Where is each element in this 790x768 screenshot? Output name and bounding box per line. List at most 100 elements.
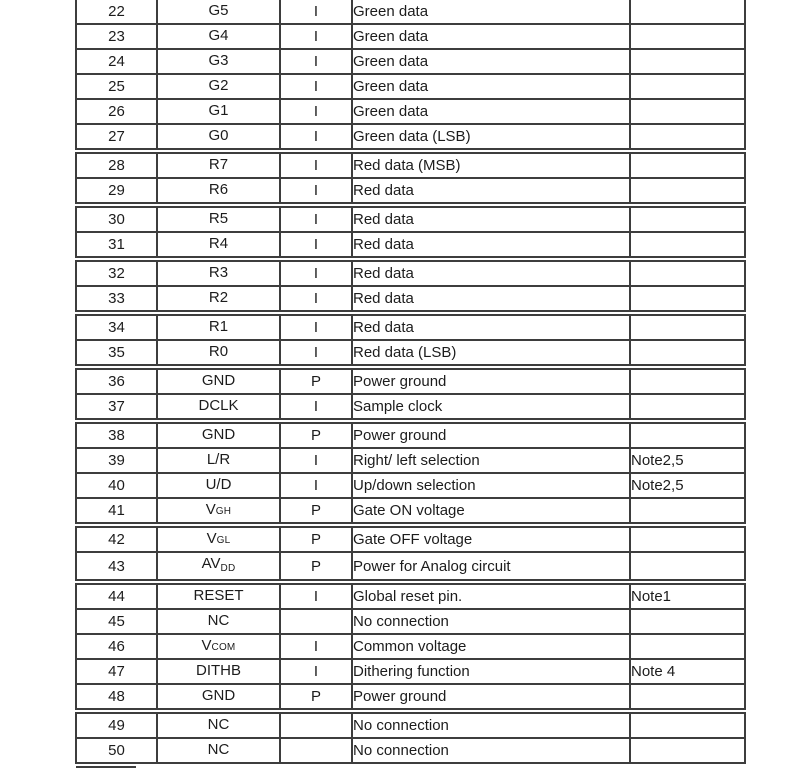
cell-pin-number: 24 bbox=[75, 48, 158, 75]
cell-description: Global reset pin. bbox=[351, 583, 631, 610]
symbol-main: GND bbox=[201, 687, 236, 704]
cell-note: Note2,5 bbox=[629, 447, 746, 474]
cell-io-type: P bbox=[279, 526, 353, 553]
cell-pin-number: 46 bbox=[75, 633, 158, 660]
table-section: 49 NC No connection 50 NC No connection bbox=[75, 712, 746, 764]
cell-note bbox=[629, 737, 746, 764]
symbol-main: NC bbox=[207, 612, 230, 629]
symbol-main: R4 bbox=[208, 235, 229, 252]
symbol-main: G1 bbox=[208, 102, 229, 119]
cell-symbol: AVDD bbox=[156, 551, 281, 581]
cell-io-type: P bbox=[279, 368, 353, 395]
cell-io-type: I bbox=[279, 393, 353, 420]
cell-pin-number: 22 bbox=[75, 0, 158, 25]
cell-symbol: G5 bbox=[156, 0, 281, 25]
cell-pin-number: 26 bbox=[75, 98, 158, 125]
cell-io-type: I bbox=[279, 285, 353, 312]
cell-note bbox=[629, 633, 746, 660]
cell-description: Green data bbox=[351, 23, 631, 50]
cell-description: Power ground bbox=[351, 422, 631, 449]
cell-note bbox=[629, 285, 746, 312]
cell-note bbox=[629, 551, 746, 581]
symbol-main: V bbox=[206, 530, 217, 547]
table-row: 28 R7 I Red data (MSB) bbox=[75, 152, 746, 179]
cell-note: Note 4 bbox=[629, 658, 746, 685]
cell-io-type: I bbox=[279, 447, 353, 474]
cell-symbol: G0 bbox=[156, 123, 281, 150]
cell-description: Green data bbox=[351, 0, 631, 25]
cell-pin-number: 29 bbox=[75, 177, 158, 204]
cell-symbol: NC bbox=[156, 608, 281, 635]
cell-symbol: RESET bbox=[156, 583, 281, 610]
cell-symbol: R7 bbox=[156, 152, 281, 179]
cell-description: Red data (MSB) bbox=[351, 152, 631, 179]
symbol-main: G3 bbox=[208, 52, 229, 69]
cell-symbol: G2 bbox=[156, 73, 281, 100]
cell-symbol: R1 bbox=[156, 314, 281, 341]
cell-symbol: VCOM bbox=[156, 633, 281, 660]
table-row: 31 R4 I Red data bbox=[75, 231, 746, 258]
cell-io-type: I bbox=[279, 260, 353, 287]
table-row: 38 GND P Power ground bbox=[75, 422, 746, 449]
cell-pin-number: 45 bbox=[75, 608, 158, 635]
cell-io-type: I bbox=[279, 583, 353, 610]
table-row: 30 R5 I Red data bbox=[75, 206, 746, 233]
table-section: 32 R3 I Red data 33 R2 I Red data bbox=[75, 260, 746, 312]
cell-note bbox=[629, 422, 746, 449]
cell-pin-number: 39 bbox=[75, 447, 158, 474]
cell-description: Green data bbox=[351, 73, 631, 100]
cell-symbol: G1 bbox=[156, 98, 281, 125]
table-row: 48 GND P Power ground bbox=[75, 683, 746, 710]
cell-io-type: I bbox=[279, 0, 353, 25]
cell-note bbox=[629, 98, 746, 125]
cell-symbol: U/D bbox=[156, 472, 281, 499]
symbol-main: V bbox=[201, 637, 212, 654]
cell-io-type bbox=[279, 608, 353, 635]
table-row: 35 R0 I Red data (LSB) bbox=[75, 339, 746, 366]
cell-symbol: G4 bbox=[156, 23, 281, 50]
cell-io-type: I bbox=[279, 48, 353, 75]
cell-note: Note1 bbox=[629, 583, 746, 610]
cell-pin-number: 49 bbox=[75, 712, 158, 739]
symbol-main: DCLK bbox=[198, 397, 239, 414]
table-row: 33 R2 I Red data bbox=[75, 285, 746, 312]
cell-note bbox=[629, 339, 746, 366]
cell-description: Power ground bbox=[351, 368, 631, 395]
symbol-main: RESET bbox=[193, 587, 244, 604]
cell-note bbox=[629, 152, 746, 179]
cell-io-type: I bbox=[279, 633, 353, 660]
cell-pin-number: 41 bbox=[75, 497, 158, 524]
cell-note bbox=[629, 368, 746, 395]
symbol-main: R1 bbox=[208, 318, 229, 335]
table-row: 47 DITHB I Dithering function Note 4 bbox=[75, 658, 746, 685]
cell-note bbox=[629, 526, 746, 553]
cell-io-type bbox=[279, 712, 353, 739]
table-row: 22 G5 I Green data bbox=[75, 0, 746, 25]
cell-symbol: VGH bbox=[156, 497, 281, 524]
cell-note bbox=[629, 393, 746, 420]
symbol-main: G5 bbox=[208, 2, 229, 19]
symbol-main: L/R bbox=[206, 451, 231, 468]
cell-io-type bbox=[279, 737, 353, 764]
table-row: 46 VCOM I Common voltage bbox=[75, 633, 746, 660]
pin-description-table: 22 G5 I Green data 23 G4 I Green data 24 G3 I Green… bbox=[75, 0, 790, 764]
cell-symbol: GND bbox=[156, 422, 281, 449]
table-row: 44 RESET I Global reset pin. Note1 bbox=[75, 583, 746, 610]
table-row: 32 R3 I Red data bbox=[75, 260, 746, 287]
cell-note bbox=[629, 177, 746, 204]
cell-symbol: R5 bbox=[156, 206, 281, 233]
symbol-main: G2 bbox=[208, 77, 229, 94]
cell-description: Red data bbox=[351, 314, 631, 341]
cell-symbol: NC bbox=[156, 737, 281, 764]
cell-note bbox=[629, 497, 746, 524]
symbol-main: U/D bbox=[205, 476, 232, 493]
table-row: 26 G1 I Green data bbox=[75, 98, 746, 125]
cell-description: No connection bbox=[351, 608, 631, 635]
table-row: 23 G4 I Green data bbox=[75, 23, 746, 50]
cell-note bbox=[629, 0, 746, 25]
cell-io-type: I bbox=[279, 472, 353, 499]
table-section: 44 RESET I Global reset pin. Note1 45 NC No con… bbox=[75, 583, 746, 710]
cell-io-type: I bbox=[279, 206, 353, 233]
cell-symbol: DCLK bbox=[156, 393, 281, 420]
